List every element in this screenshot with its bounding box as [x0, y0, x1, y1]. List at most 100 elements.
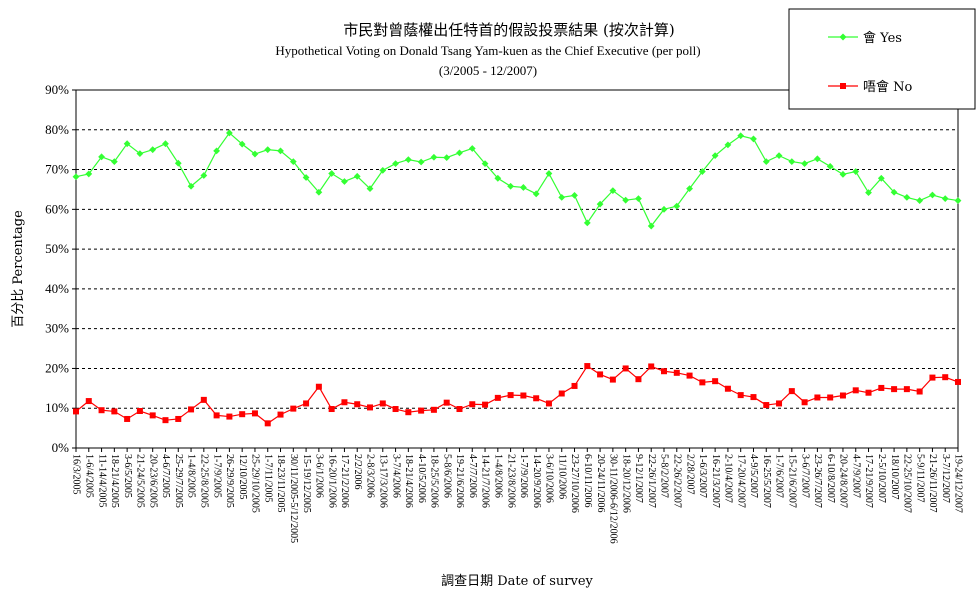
x-tick-label: 11/10/2006 — [556, 454, 567, 499]
data-point — [392, 406, 399, 413]
x-tick-label: 23-27/10/2006 — [569, 454, 580, 513]
data-point — [750, 135, 757, 143]
y-tick-label: 0% — [52, 440, 70, 455]
data-point — [647, 222, 655, 230]
data-point — [405, 409, 412, 416]
data-point — [673, 202, 681, 210]
data-point — [584, 363, 591, 370]
data-point — [712, 378, 719, 385]
data-point — [494, 174, 502, 182]
x-axis-label: 調查日期 Date of survey — [441, 574, 593, 589]
data-point — [507, 182, 515, 190]
gridlines — [76, 129, 958, 409]
data-point — [392, 160, 399, 167]
data-point — [916, 197, 924, 204]
data-point — [583, 219, 591, 227]
x-tick-label: 18-20/12/2006 — [620, 454, 631, 513]
data-point — [264, 146, 272, 154]
data-point — [558, 390, 565, 397]
legend-box — [788, 8, 976, 110]
data-point — [264, 420, 271, 427]
data-point — [225, 129, 233, 137]
x-tick-label: 4-6/7/2005 — [160, 454, 171, 498]
series-lines — [72, 129, 962, 427]
data-point — [418, 407, 425, 414]
data-point — [519, 184, 527, 191]
data-point — [303, 400, 310, 407]
x-tick-label: 23-26/7/2007 — [812, 454, 823, 508]
x-tick-label: 3-6/5/2005 — [122, 454, 133, 498]
x-tick-label: 25-29/10/2005 — [250, 454, 261, 513]
x-axis-ticks: 16/3/2005 1-6/4/2005 11-14/4/2005 18-21/4/2… — [71, 448, 964, 544]
data-point — [302, 174, 310, 181]
data-point — [609, 376, 616, 383]
data-point — [839, 392, 846, 399]
chart-subtitle: Hypothetical Voting on Donald Tsang Yam-… — [275, 43, 700, 58]
x-tick-label: 18-21/4/2005 — [109, 454, 120, 508]
data-point — [123, 140, 131, 148]
data-point — [865, 189, 872, 197]
data-point — [686, 372, 693, 379]
data-point — [200, 172, 208, 179]
data-point — [175, 415, 182, 422]
data-point — [891, 386, 898, 393]
data-point — [430, 406, 437, 413]
data-point — [111, 408, 118, 415]
x-tick-label: 1-6/4/2005 — [83, 454, 94, 498]
data-point — [328, 406, 335, 413]
data-point — [443, 399, 450, 406]
data-point — [635, 376, 642, 383]
data-point — [188, 406, 195, 413]
data-point — [852, 387, 859, 394]
x-tick-label: 14-20/9/2006 — [531, 454, 542, 508]
data-point — [239, 411, 246, 418]
data-point — [609, 187, 617, 195]
data-point — [724, 141, 732, 149]
data-point — [827, 394, 834, 401]
x-tick-label: 4-7/9/2007 — [850, 454, 861, 498]
data-point — [404, 156, 412, 164]
data-point — [622, 365, 629, 372]
data-point — [290, 405, 297, 412]
legend: 會 Yes 唔會 No — [788, 8, 976, 110]
data-point — [801, 399, 808, 406]
chart-period: (3/2005 - 12/2007) — [439, 63, 537, 78]
x-tick-label: 18/10/2007 — [889, 454, 900, 500]
x-tick-label: 20-23/6/2005 — [147, 454, 158, 508]
x-tick-label: 14-21/7/2006 — [480, 454, 491, 508]
x-tick-label: 6-10/8/2007 — [825, 454, 836, 503]
data-point — [379, 166, 387, 174]
data-point — [775, 152, 783, 160]
y-tick-label: 70% — [45, 162, 69, 177]
x-tick-label: 11-14/4/2005 — [96, 454, 107, 508]
x-tick-label: 2/28/2007 — [684, 454, 695, 495]
data-point — [367, 404, 373, 411]
data-point — [162, 140, 169, 148]
data-point — [941, 195, 949, 202]
data-point — [354, 401, 361, 408]
x-tick-label: 20-24/11/2006 — [595, 454, 606, 513]
data-point — [366, 185, 374, 193]
data-point — [597, 371, 604, 378]
data-point — [635, 195, 642, 202]
data-point — [788, 158, 796, 165]
data-point — [213, 412, 220, 419]
x-tick-label: 30-11/2006-6/12/2006 — [608, 454, 619, 544]
x-tick-label: 18-23/11/2005 — [275, 454, 286, 513]
x-tick-label: 26-29/9/2005 — [224, 454, 235, 508]
data-point — [494, 394, 501, 401]
data-point — [341, 178, 348, 185]
x-tick-label: 22-25/8/2005 — [199, 454, 210, 508]
data-point — [124, 415, 131, 422]
data-point — [903, 194, 911, 201]
legend-yes-marker — [839, 33, 847, 41]
x-tick-label: 19-24/12/2007 — [953, 454, 964, 513]
chart-title: 市民對曾蔭權出任特首的假設投票結果 (按次計算) — [343, 21, 674, 39]
data-point — [200, 396, 207, 403]
y-axis-label: 百分比 Percentage — [11, 210, 26, 328]
data-point — [85, 170, 93, 178]
data-point — [507, 392, 514, 399]
x-tick-label: 17-20/4/2007 — [735, 454, 746, 508]
data-point — [545, 400, 552, 407]
x-tick-label: 4-7/7/2006 — [467, 454, 478, 498]
